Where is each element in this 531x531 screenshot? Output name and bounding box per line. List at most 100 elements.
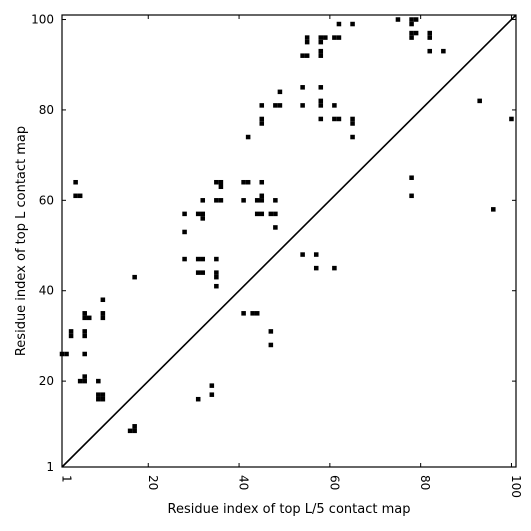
contact-point-upper xyxy=(409,17,414,22)
contact-point-upper xyxy=(332,35,337,40)
contact-point-upper xyxy=(350,21,355,27)
contact-point-upper xyxy=(200,270,206,275)
x-tick-label: 1 xyxy=(60,475,74,483)
contact-point-upper xyxy=(182,211,187,217)
contact-point-lower xyxy=(132,428,137,434)
contact-point-upper xyxy=(318,85,324,90)
contact-point-upper xyxy=(195,211,201,217)
contact-point-upper xyxy=(273,198,278,203)
contact-point-upper xyxy=(214,283,219,289)
y-tick-label: 40 xyxy=(39,284,54,298)
contact-point-upper xyxy=(82,374,87,379)
x-tick-label: 20 xyxy=(146,475,160,490)
contact-point-upper xyxy=(96,378,101,384)
x-axis-label: Residue index of top L/5 contact map xyxy=(168,502,411,517)
contact-point-upper xyxy=(268,329,274,334)
contact-point-upper xyxy=(318,116,324,122)
contact-point-upper xyxy=(259,121,265,126)
contact-point-lower xyxy=(209,383,215,388)
diagonal-line xyxy=(61,14,517,468)
contact-point-upper xyxy=(82,351,87,357)
contact-point-upper xyxy=(73,193,78,199)
contact-point-upper xyxy=(64,351,69,357)
contact-point-upper xyxy=(332,103,337,108)
contact-point-upper xyxy=(73,179,78,185)
y-tick-label: 80 xyxy=(39,103,54,117)
contact-point-upper xyxy=(259,211,265,217)
contact-point-upper xyxy=(200,198,206,203)
contact-point-upper xyxy=(182,256,187,262)
contact-point-upper xyxy=(86,315,92,321)
contact-point-upper xyxy=(332,265,337,271)
contact-point-upper xyxy=(214,256,219,262)
contact-point-upper xyxy=(413,30,419,36)
contact-point-upper xyxy=(268,342,274,348)
contact-point-upper xyxy=(218,198,224,203)
contact-point-upper xyxy=(259,179,265,185)
contact-point-upper xyxy=(491,207,496,212)
contact-point-upper xyxy=(195,270,201,275)
y-tick-label: 100 xyxy=(31,13,54,27)
contact-point-upper xyxy=(82,311,87,316)
contact-point-lower xyxy=(209,392,215,397)
contact-point-lower xyxy=(127,428,133,434)
contact-point-upper xyxy=(182,229,187,235)
contact-point-upper xyxy=(82,329,87,334)
contact-point-upper xyxy=(277,89,283,95)
x-tick-label: 100 xyxy=(509,475,523,498)
y-tick-label: 60 xyxy=(39,193,54,207)
contact-point-upper xyxy=(214,198,219,203)
contact-point-upper xyxy=(304,35,310,40)
y-tick-label: 1 xyxy=(46,460,54,474)
contact-point-upper xyxy=(477,98,482,104)
contact-point-upper xyxy=(318,48,324,54)
contact-point-upper xyxy=(200,256,206,262)
x-tick-label: 40 xyxy=(237,475,251,490)
contact-point-lower xyxy=(195,396,201,402)
contact-point-upper xyxy=(273,225,278,230)
contact-point-upper xyxy=(409,35,414,40)
contact-point-upper xyxy=(300,103,305,108)
plot-frame xyxy=(61,14,517,468)
contact-point-upper xyxy=(250,311,255,316)
contact-point-upper xyxy=(427,30,433,36)
contact-point-upper xyxy=(82,315,87,321)
contact-point-upper xyxy=(427,48,433,54)
x-tick-label: 80 xyxy=(418,475,432,490)
contact-point-upper xyxy=(77,378,83,384)
contact-point-upper xyxy=(336,116,342,122)
contact-point-upper xyxy=(214,270,219,275)
contact-point-lower xyxy=(96,392,101,397)
contact-point-upper xyxy=(218,184,224,190)
contact-point-upper xyxy=(259,103,265,108)
contact-point-upper xyxy=(200,216,206,221)
contact-point-upper xyxy=(409,21,414,27)
contact-point-upper xyxy=(300,85,305,90)
x-tick-label: 60 xyxy=(327,475,341,490)
contact-point-upper xyxy=(318,98,324,104)
contact-point-upper xyxy=(413,17,419,22)
contact-point-upper xyxy=(218,179,224,185)
contact-point-upper xyxy=(273,211,278,217)
contact-point-upper xyxy=(68,329,74,334)
contact-point-upper xyxy=(318,103,324,108)
contact-point-upper xyxy=(100,315,106,321)
contact-point-upper xyxy=(214,274,219,280)
contact-point-upper xyxy=(254,211,260,217)
contact-point-upper xyxy=(241,311,246,316)
contact-point-upper xyxy=(318,39,324,45)
contact-point-upper xyxy=(300,53,305,58)
contact-point-upper xyxy=(259,198,265,203)
contact-point-upper xyxy=(313,252,319,257)
contact-point-upper xyxy=(318,35,324,40)
contact-point-upper xyxy=(336,35,342,40)
contact-point-upper xyxy=(245,134,251,140)
contact-point-upper xyxy=(395,17,401,22)
contact-point-upper xyxy=(132,274,137,280)
contact-point-upper xyxy=(100,297,106,303)
contact-point-upper xyxy=(200,211,206,217)
contact-point-upper xyxy=(77,193,83,199)
y-axis-label: Residue index of top L contact map xyxy=(14,126,29,356)
contact-point-upper xyxy=(241,179,246,185)
